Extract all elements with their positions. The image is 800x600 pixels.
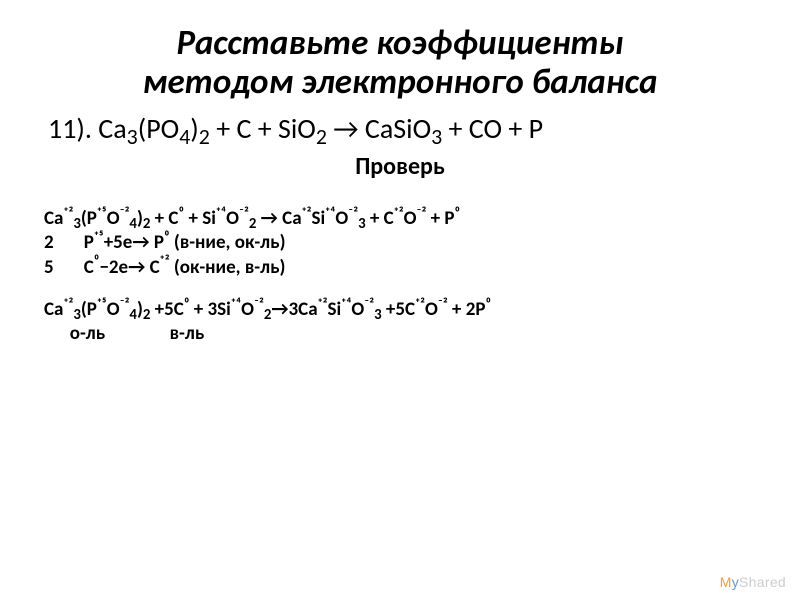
t: ⁺² (415, 295, 425, 313)
slide: Расставьте коэффициенты методом электрон… (0, 0, 800, 600)
t: 3 (431, 123, 442, 150)
t: → CaSiO (327, 111, 431, 146)
t: Si (311, 207, 325, 230)
t: (ок-ние, в-ль) (170, 256, 286, 279)
t: → Ca (256, 207, 301, 230)
t: 3 (358, 214, 366, 232)
t: ⁻² (120, 295, 130, 313)
problem-number: 11). (48, 111, 98, 146)
t: ⁰ (184, 295, 190, 313)
t: O (351, 298, 364, 321)
t: ⁺⁴ (216, 204, 226, 222)
t: ) (137, 207, 143, 230)
t: ⁰ (94, 252, 100, 270)
t: 5 C (44, 256, 94, 279)
t: Ca (98, 111, 126, 146)
t: 3 (374, 305, 382, 323)
t: Ca (44, 298, 63, 321)
spacer (44, 280, 760, 298)
problem-equation: 11). Ca3(PO4)2 + C + SiO2 → CaSiO3 + CO … (40, 111, 760, 146)
solution-line-4: Ca⁺²3(P⁺⁵O⁻²4)2 +5C⁰ + 3Si⁺⁴O⁻²2→3Ca⁺²Si… (44, 298, 760, 322)
t: ⁺⁵ (94, 228, 104, 246)
t: O (335, 207, 348, 230)
t: + C (366, 207, 394, 230)
solution-line-5: о-ль в-ль (44, 322, 760, 346)
t: 2 P (44, 231, 94, 254)
t: 4 (129, 305, 137, 323)
t: +5e→ P (104, 231, 164, 254)
t: ⁺⁴ (325, 204, 335, 222)
t: + 3Si (190, 298, 231, 321)
t: 2 (316, 123, 327, 150)
t: (P (81, 298, 97, 321)
t: ⁺² (63, 204, 73, 222)
solution-line-3: 5 C⁰−2e→ C⁺² (ок-ние, в-ль) (44, 256, 760, 280)
t: ) (190, 111, 199, 146)
t: 2 (143, 305, 151, 323)
t: 2 (264, 305, 272, 323)
t: + P (426, 207, 454, 230)
t: O (404, 207, 417, 230)
solution-line-1: Ca⁺²3(P⁺⁵O⁻²4)2 + C⁰ + Si⁺⁴O⁻²2 → Ca⁺²Si… (44, 207, 760, 231)
t: ⁺⁴ (231, 295, 241, 313)
t: + C (150, 207, 178, 230)
t: 2 (143, 214, 151, 232)
t: ⁺⁵ (97, 295, 107, 313)
watermark: MyShared (720, 574, 786, 590)
t: O (226, 207, 239, 230)
check-label: Проверь (40, 152, 760, 181)
t: ⁻² (416, 204, 426, 222)
solution-line-2: 2 P⁺⁵+5e→ P⁰ (в-ние, ок-ль) (44, 231, 760, 255)
t: ⁺² (318, 295, 328, 313)
t: →3Ca (271, 298, 317, 321)
t: ⁻² (254, 295, 264, 313)
t: + 2P (448, 298, 486, 321)
t: ⁺⁵ (97, 204, 107, 222)
t: ⁻² (364, 295, 374, 313)
t: ⁻² (348, 204, 358, 222)
t: +5C (382, 298, 415, 321)
t: ⁺² (160, 252, 170, 270)
t: ⁻² (120, 204, 130, 222)
t: ⁻² (239, 204, 249, 222)
t: 2 (249, 214, 257, 232)
t: 4 (129, 214, 137, 232)
t: ) (137, 298, 143, 321)
t: −2e→ C (99, 256, 159, 279)
t: ⁺² (63, 295, 73, 313)
t: ⁺² (394, 204, 404, 222)
t: ⁰ (179, 204, 185, 222)
t: (PO (138, 111, 180, 146)
t: ⁰ (164, 228, 170, 246)
t: (P (81, 207, 97, 230)
title-line-1: Расставьте коэффициенты (176, 22, 623, 64)
t: (в-ние, ок-ль) (170, 231, 286, 254)
t: O (107, 207, 120, 230)
t: 3 (73, 305, 81, 323)
t: ⁰ (485, 295, 491, 313)
t: ⁻² (438, 295, 448, 313)
watermark-m: M (720, 574, 732, 590)
watermark-y: y (732, 574, 739, 590)
slide-title: Расставьте коэффициенты методом электрон… (40, 24, 760, 101)
title-line-2: методом электронного баланса (143, 61, 658, 103)
t: 3 (127, 123, 138, 150)
watermark-rest: Shared (739, 574, 786, 590)
t: 4 (179, 123, 190, 150)
t: + C + SiO (210, 111, 316, 146)
t: Si (327, 298, 341, 321)
t: O (425, 298, 438, 321)
t: Ca (44, 207, 63, 230)
t: ⁺² (302, 204, 312, 222)
t: ⁺⁴ (341, 295, 351, 313)
t: + Si (184, 207, 216, 230)
t: 3 (73, 214, 81, 232)
solution-block: Ca⁺²3(P⁺⁵O⁻²4)2 + C⁰ + Si⁺⁴O⁻²2 → Ca⁺²Si… (40, 207, 760, 347)
t: O (107, 298, 120, 321)
t: + CO + P (442, 111, 543, 146)
t: +5C (150, 298, 183, 321)
t: O (241, 298, 254, 321)
t: 2 (199, 123, 210, 150)
t: ⁰ (454, 204, 460, 222)
